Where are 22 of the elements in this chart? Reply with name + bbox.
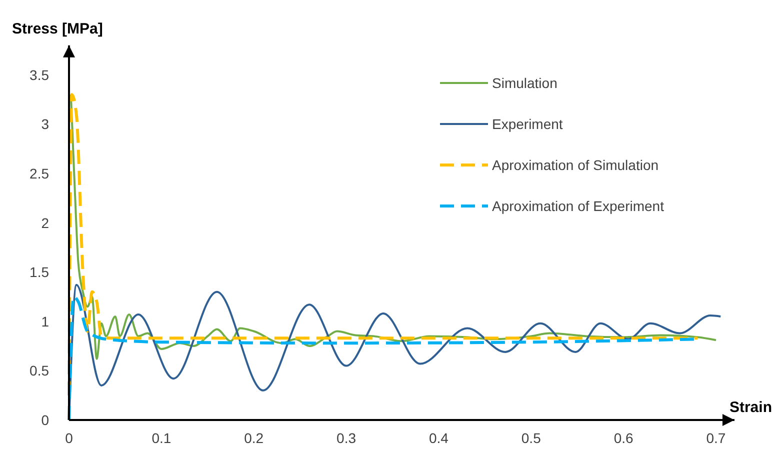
x-tick-label: 0.1 <box>152 430 172 446</box>
x-tick-label: 0.2 <box>244 430 264 446</box>
legend-label: Aproximation of Simulation <box>492 157 659 173</box>
x-tick-label: 0.4 <box>428 430 449 446</box>
x-tick-label: 0.5 <box>521 430 542 446</box>
y-tick-label: 1 <box>41 313 50 330</box>
y-axis-title: Stress [MPa] <box>12 20 103 38</box>
x-tick-label: 0.6 <box>614 430 634 446</box>
legend-label: Simulation <box>492 75 558 91</box>
y-tick-label: 2 <box>41 214 50 231</box>
x-tick-label: 0.7 <box>706 430 726 446</box>
y-tick-label: 0 <box>41 412 50 428</box>
legend-label: Aproximation of Experiment <box>492 198 664 214</box>
y-tick-label: 0.5 <box>30 362 50 379</box>
y-tick-label: 3.5 <box>30 66 50 83</box>
legend-label: Experiment <box>492 116 563 132</box>
x-tick-label: 0 <box>65 430 74 446</box>
x-axis-title: Strain <box>729 399 772 416</box>
x-tick-label: 0.3 <box>336 430 356 446</box>
y-tick-label: 2.5 <box>30 166 50 182</box>
y-tick-label: 1.5 <box>30 264 50 280</box>
y-tick-label: 3 <box>41 116 50 132</box>
